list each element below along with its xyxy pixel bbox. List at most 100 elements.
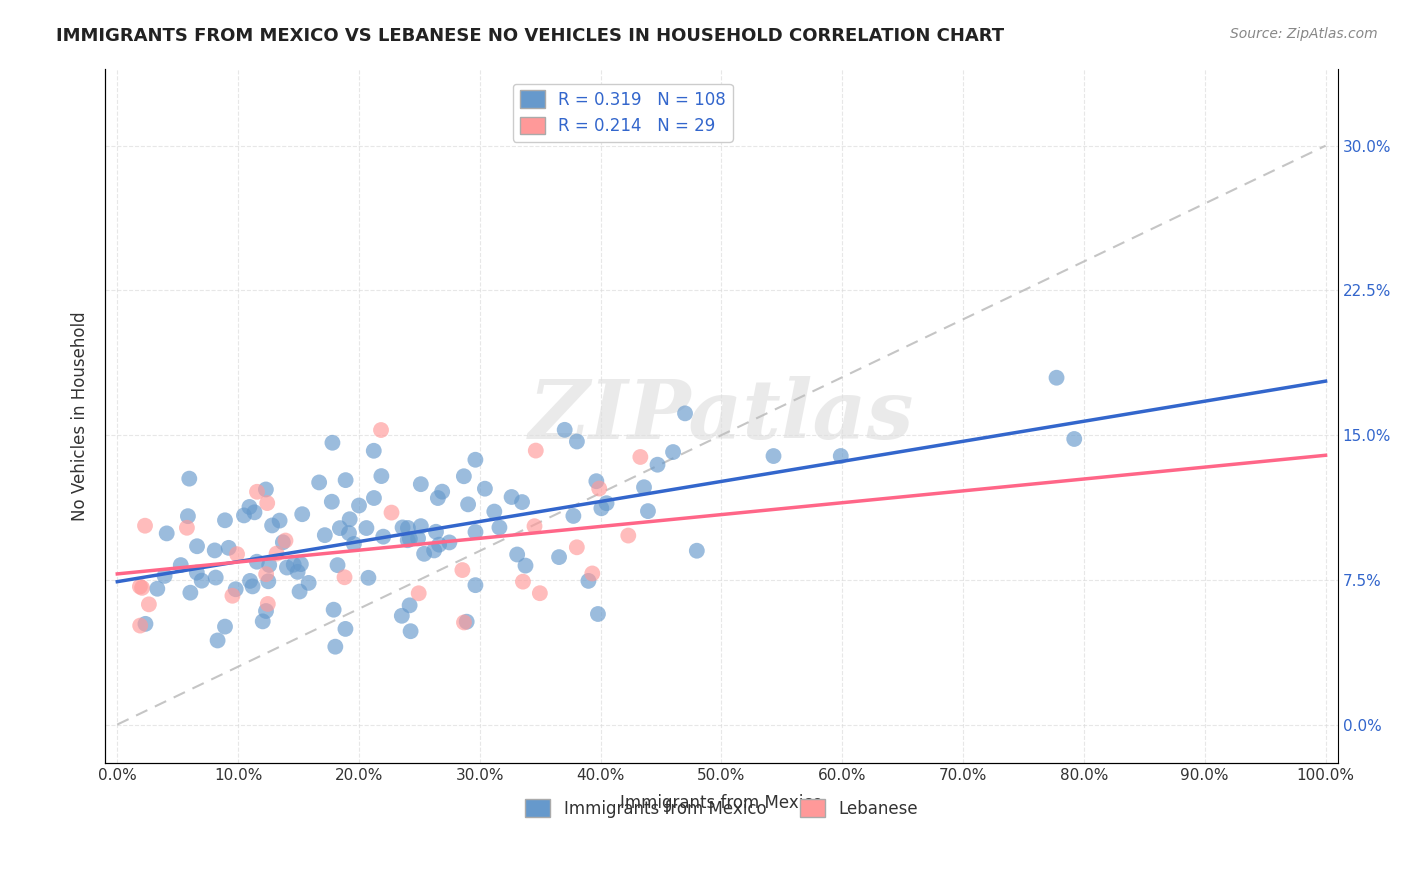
Point [138,598,160,612]
Point [830,449,852,463]
Point [146,582,169,596]
Point [396,521,419,535]
Point [283,558,305,572]
Point [1045,370,1067,384]
Point [524,443,547,458]
Point [585,474,607,488]
Point [226,547,249,561]
Point [314,528,336,542]
Point [186,539,208,553]
Point [339,512,361,526]
Point [370,469,392,483]
Point [363,443,385,458]
Point [523,519,546,533]
Point [323,640,346,654]
Point [628,450,651,464]
Point [686,543,709,558]
Point [221,589,243,603]
Point [464,452,486,467]
Point [488,520,510,534]
Point [204,570,226,584]
Point [554,423,576,437]
Point [453,615,475,630]
Point [426,491,449,505]
Point [673,406,696,420]
Point [256,597,278,611]
Text: ZIPatlas: ZIPatlas [529,376,914,456]
Point [271,535,294,549]
Point [595,496,617,510]
Point [129,580,152,594]
Point [562,508,585,523]
Text: Source: ZipAtlas.com: Source: ZipAtlas.com [1230,27,1378,41]
Point [423,543,446,558]
Point [343,537,366,551]
Point [662,445,685,459]
Point [370,423,392,437]
Point [238,500,260,514]
Point [484,505,506,519]
Point [363,491,385,505]
Point [413,547,436,561]
Point [186,566,208,580]
Point [291,507,314,521]
Point [246,484,269,499]
Point [588,482,610,496]
Point [233,508,256,523]
Point [762,449,785,463]
Point [156,526,179,541]
Point [218,541,240,555]
Point [565,541,588,555]
Point [239,574,262,588]
Point [512,574,534,589]
Point [474,482,496,496]
Point [298,575,321,590]
Point [333,570,356,584]
Point [204,543,226,558]
Point [529,586,551,600]
Point [633,480,655,494]
Point [243,505,266,519]
Point [134,616,156,631]
Point [430,484,453,499]
Point [176,521,198,535]
Legend: Immigrants from Mexico, Lebanese: Immigrants from Mexico, Lebanese [519,793,924,824]
Point [391,520,413,534]
Point [617,528,640,542]
Y-axis label: No Vehicles in Household: No Vehicles in Household [72,311,89,521]
Point [170,558,193,573]
Point [335,622,357,636]
Point [246,555,269,569]
Point [506,548,529,562]
Point [129,618,152,632]
Point [257,558,280,572]
Point [308,475,330,490]
Point [515,558,537,573]
Point [586,607,609,621]
Point [581,566,603,581]
Point [214,513,236,527]
X-axis label: Immigrants from Mexico: Immigrants from Mexico [620,794,823,812]
Point [207,633,229,648]
Point [321,435,343,450]
Point [288,584,311,599]
Point [179,585,201,599]
Point [409,519,432,533]
Point [408,586,430,600]
Point [464,524,486,539]
Point [179,472,201,486]
Point [347,499,370,513]
Point [380,506,402,520]
Point [409,477,432,491]
Point [548,550,571,565]
Point [322,603,344,617]
Point [451,563,474,577]
Point [242,579,264,593]
Point [321,494,343,508]
Point [214,619,236,633]
Text: IMMIGRANTS FROM MEXICO VS LEBANESE NO VEHICLES IN HOUSEHOLD CORRELATION CHART: IMMIGRANTS FROM MEXICO VS LEBANESE NO VE… [56,27,1004,45]
Point [131,581,153,595]
Point [254,483,277,497]
Point [637,504,659,518]
Point [335,473,357,487]
